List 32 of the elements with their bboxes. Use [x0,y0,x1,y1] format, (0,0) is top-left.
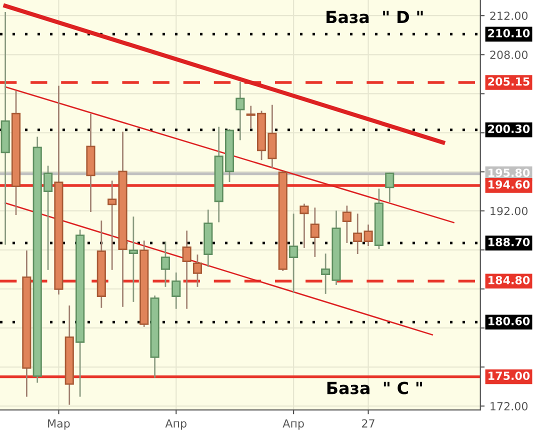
ref-line-label: 184.80 [488,276,530,284]
y-tick-label: 192.00 [490,206,528,216]
y-tick-label: 172.00 [490,402,528,410]
x-tick-label: 27 [362,419,374,428]
candlestick [236,82,245,140]
x-tick-label: Мар [48,419,70,430]
annotation: База " D " [326,10,423,24]
ref-line-label: 180.60 [488,316,530,326]
candlestick [364,224,373,246]
candlestick [385,172,394,202]
candlestick [160,242,170,287]
y-tick-label: 212.00 [490,12,528,20]
candlestick [172,272,181,309]
ref-line-label: 200.30 [488,124,530,134]
candlestick [353,214,362,254]
y-tick-label: 208.00 [490,50,528,60]
candlestick [310,208,320,257]
candlestick [342,206,352,243]
ref-line-label: 205.15 [488,77,530,86]
annotation: База " C " [327,382,422,394]
ref-line-label: 194.60 [488,180,530,189]
x-tick-label: Апр [165,419,186,430]
ref-line-label: 210.10 [488,28,530,38]
candlestick [182,230,192,309]
ref-line-label: 195.80 [488,168,530,177]
ref-line-label: 175.00 [488,372,530,380]
candlestick [192,254,202,287]
x-tick-label: Апр [282,419,304,430]
candlestick [289,214,298,293]
ref-line-label: 188.70 [488,238,530,246]
candlestick [300,204,309,248]
candlestick [128,216,138,302]
